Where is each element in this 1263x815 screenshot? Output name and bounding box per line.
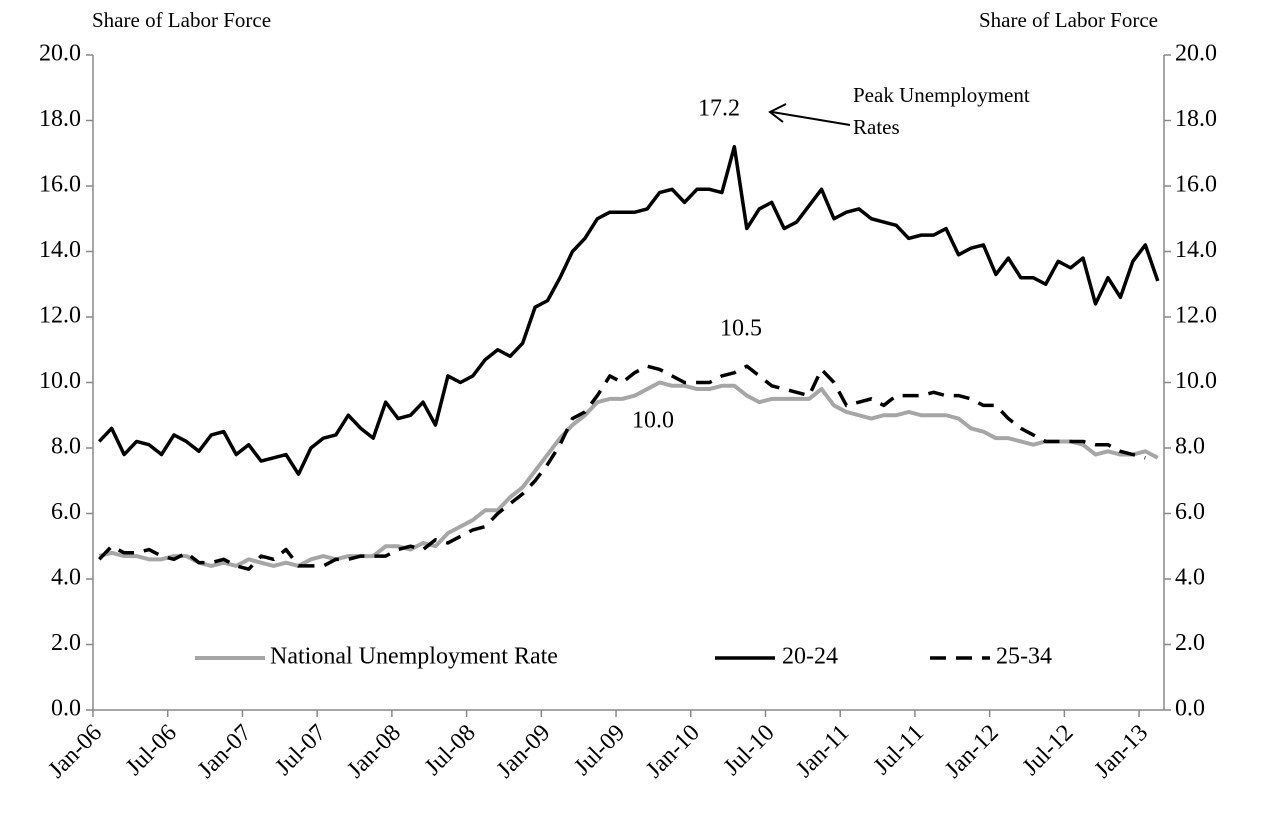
series-line — [97, 144, 1160, 476]
y-tick-label: 12.0 — [39, 303, 81, 329]
x-tick-label: Jan-11 — [791, 720, 854, 783]
y-tick-label: 4.0 — [51, 565, 81, 591]
y-tick-label: 20.0 — [39, 41, 81, 67]
x-tick-label: Jan-09 — [492, 720, 556, 784]
y2-tick-label: 20.0 — [1175, 41, 1217, 67]
x-tick-label: Jan-07 — [193, 720, 257, 784]
y-tick-label: 18.0 — [39, 106, 81, 132]
y2-tick-label: 6.0 — [1175, 499, 1205, 525]
x-tick-label: Jul-06 — [121, 720, 182, 781]
annotation: 17.2 — [698, 96, 740, 122]
y-tick-label: 14.0 — [39, 237, 81, 263]
y2-tick-label: 0.0 — [1175, 696, 1205, 722]
y-tick-label: 10.0 — [39, 368, 81, 394]
x-tick-label: Jul-09 — [569, 720, 630, 781]
series-line — [97, 364, 1146, 571]
x-tick-label: Jul-07 — [270, 720, 331, 781]
y2-tick-label: 10.0 — [1175, 368, 1217, 394]
annotation: 10.5 — [720, 316, 762, 342]
annotation-line: Peak Unemployment — [853, 83, 1030, 107]
x-tick-label: Jul-08 — [420, 720, 481, 781]
x-tick-label: Jan-06 — [44, 720, 108, 784]
y2-tick-label: 18.0 — [1175, 106, 1217, 132]
y2-tick-label: 4.0 — [1175, 565, 1205, 591]
y2-tick-label: 8.0 — [1175, 434, 1205, 460]
y-tick-label: 8.0 — [51, 434, 81, 460]
x-tick-label: Jul-10 — [719, 720, 780, 781]
y2-tick-label: 2.0 — [1175, 630, 1205, 656]
y-tick-label: 2.0 — [51, 630, 81, 656]
annotation-line: Rates — [853, 115, 900, 139]
y2-tick-label: 12.0 — [1175, 303, 1217, 329]
annotation-arrowhead — [768, 103, 787, 123]
x-tick-label: Jul-11 — [869, 720, 929, 780]
annotation-arrow — [771, 111, 851, 126]
x-tick-label: Jul-12 — [1018, 720, 1079, 781]
x-tick-label: Jan-10 — [641, 720, 705, 784]
y-tick-label: 0.0 — [51, 696, 81, 722]
legend-label: 20-24 — [782, 644, 838, 670]
x-tick-label: Jan-12 — [940, 720, 1004, 784]
x-tick-label: Jan-13 — [1090, 720, 1154, 784]
y2-tick-label: 14.0 — [1175, 237, 1217, 263]
y-tick-label: 6.0 — [51, 499, 81, 525]
legend-label: 25-34 — [996, 644, 1052, 670]
annotation: Peak Unemployment Rates — [853, 83, 1030, 139]
series-line — [98, 380, 1159, 568]
y2-tick-label: 16.0 — [1175, 172, 1217, 198]
y-axis-label: Share of Labor Force — [92, 8, 271, 32]
y-tick-label: 16.0 — [39, 172, 81, 198]
x-tick-label: Jan-08 — [342, 720, 406, 784]
y2-axis-label: Share of Labor Force — [979, 8, 1158, 32]
annotation: 10.0 — [632, 408, 674, 434]
legend-label: National Unemployment Rate — [270, 644, 558, 670]
